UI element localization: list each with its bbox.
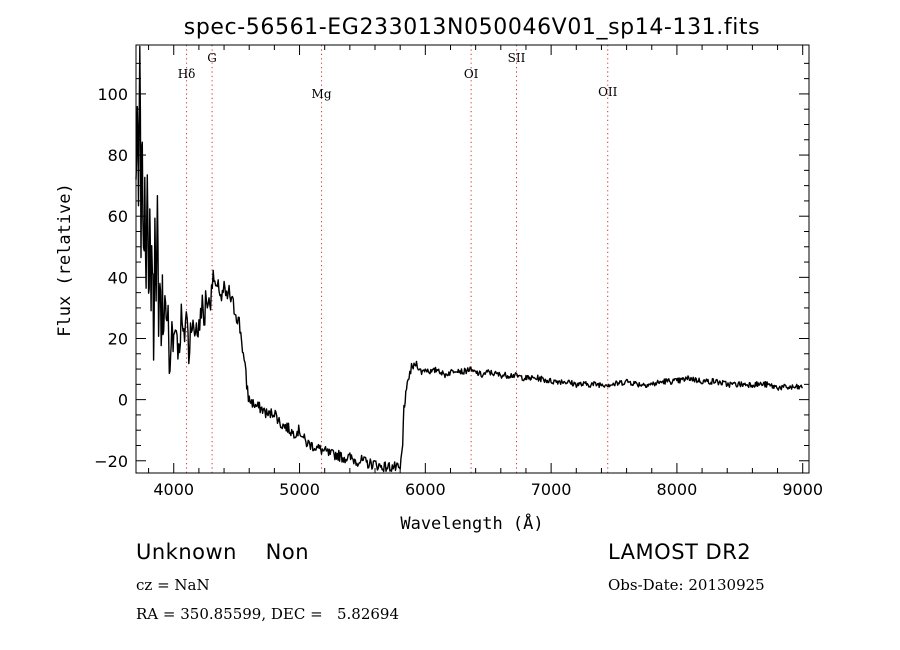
x-tick-label: 4000 bbox=[153, 480, 194, 499]
obs-date-label: Obs-Date: 20130925 bbox=[608, 576, 765, 594]
y-tick-label: 80 bbox=[108, 146, 128, 165]
x-tick-label: 7000 bbox=[531, 480, 572, 499]
y-tick-label: 20 bbox=[108, 329, 128, 348]
class-label: Unknown Non bbox=[136, 540, 310, 564]
y-tick-label: 40 bbox=[108, 268, 128, 287]
spectrum-line bbox=[135, 45, 803, 473]
redshift-label: cz = NaN bbox=[136, 576, 210, 594]
line-marker-label: Hδ bbox=[178, 67, 196, 81]
axis-ticks: 4000 5000 6000 7000 8000 9000 −20 0 20 40 60 80 100 bbox=[94, 45, 823, 499]
line-marker-label: G bbox=[207, 51, 217, 65]
x-tick-label: 5000 bbox=[279, 480, 320, 499]
x-tick-label: 6000 bbox=[405, 480, 446, 499]
line-marker-label: SII bbox=[508, 51, 526, 65]
y-tick-label: −20 bbox=[94, 452, 128, 471]
chart-title: spec-56561-EG233013N050046V01_sp14-131.f… bbox=[184, 15, 760, 40]
y-tick-label: 0 bbox=[118, 391, 128, 410]
y-tick-label: 60 bbox=[108, 207, 128, 226]
y-tick-label: 100 bbox=[97, 85, 128, 104]
coordinates-label: RA = 350.85599, DEC = 5.82694 bbox=[136, 605, 400, 623]
x-axis-label: Wavelength (Å) bbox=[400, 512, 543, 534]
line-marker-label: Mg bbox=[312, 87, 332, 101]
y-axis-label: Flux (relative) bbox=[55, 183, 75, 337]
plot-frame bbox=[135, 44, 810, 474]
survey-label: LAMOST DR2 bbox=[608, 540, 752, 564]
line-marker-label: OI bbox=[464, 67, 479, 81]
x-tick-label: 8000 bbox=[657, 480, 698, 499]
line-markers: Hδ G Mg OI SII OII bbox=[178, 45, 618, 473]
x-tick-label: 9000 bbox=[782, 480, 823, 499]
line-marker-label: OII bbox=[598, 85, 618, 99]
